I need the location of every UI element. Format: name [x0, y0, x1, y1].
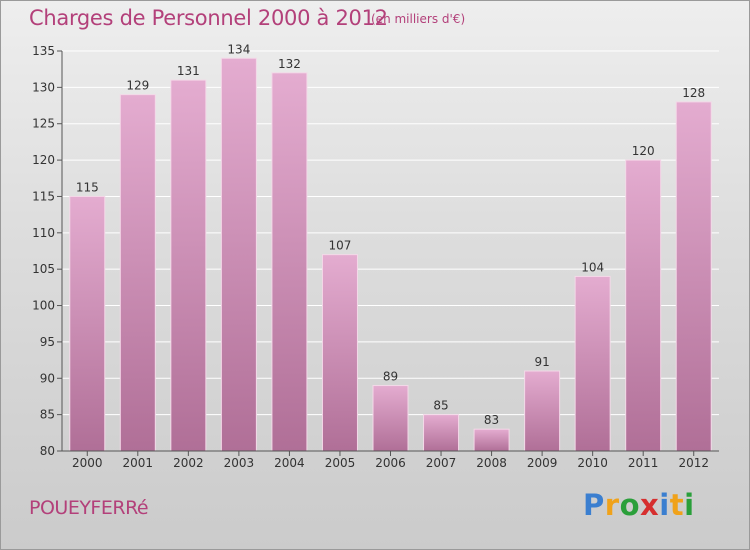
y-tick-label: 90: [40, 371, 55, 385]
x-tick-label: 2010: [577, 456, 608, 470]
value-label: 89: [383, 370, 398, 384]
value-label: 129: [126, 79, 149, 93]
bar-2010: [574, 275, 611, 452]
bar-2005: [321, 254, 358, 452]
x-tick-label: 2000: [72, 456, 103, 470]
bar-2011: [625, 159, 662, 452]
value-label: 83: [484, 413, 499, 427]
y-tick-label: 110: [32, 226, 55, 240]
x-tick-label: 2009: [527, 456, 558, 470]
bar-2012: [675, 101, 712, 452]
x-tick-label: 2004: [274, 456, 305, 470]
value-label: 120: [632, 144, 655, 158]
y-tick-label: 85: [40, 408, 55, 422]
x-tick-label: 2012: [678, 456, 709, 470]
x-tick-label: 2008: [476, 456, 507, 470]
bar-2002: [170, 79, 207, 452]
logo-letter: i: [684, 488, 695, 522]
commune-name: POUEYFERRé: [29, 497, 149, 519]
value-label: 134: [227, 42, 250, 56]
bar-2009: [524, 370, 561, 452]
value-label: 131: [177, 64, 200, 78]
y-tick-label: 130: [32, 80, 55, 94]
logo-letter: r: [604, 488, 620, 522]
value-label: 91: [534, 355, 549, 369]
bar-2000: [69, 195, 106, 452]
value-label: 104: [581, 260, 604, 274]
y-tick-label: 95: [40, 335, 55, 349]
bar-2001: [119, 94, 156, 452]
chart-title: Charges de Personnel 2000 à 2012: [29, 6, 388, 30]
logo-letter: i: [659, 488, 670, 522]
bars: [69, 57, 712, 452]
bar-2006: [372, 385, 409, 452]
y-tick-label: 105: [32, 262, 55, 276]
x-tick-label: 2007: [426, 456, 457, 470]
proxiti-logo[interactable]: Proxiti: [583, 488, 695, 522]
y-tick-label: 125: [32, 117, 55, 131]
axes: 80 85 90 95 100 105 110 115 120 125 130 135 2000 2001…: [32, 44, 719, 470]
x-tick-label: 2006: [375, 456, 406, 470]
value-label: 107: [329, 239, 352, 253]
value-label: 128: [682, 86, 705, 100]
value-labels: 115 129 131 134 132 107 89 85 83 91 104 120 128: [76, 42, 705, 427]
bar-2008: [473, 428, 510, 452]
y-tick-label: 135: [32, 44, 55, 58]
logo-letter: o: [619, 488, 641, 522]
y-tick-label: 80: [40, 444, 55, 458]
x-tick-label: 2003: [224, 456, 255, 470]
x-tick-label: 2002: [173, 456, 204, 470]
x-tick-label: 2001: [123, 456, 154, 470]
value-label: 115: [76, 180, 99, 194]
y-tick-label: 100: [32, 299, 55, 313]
value-label: 85: [433, 399, 448, 413]
logo-letter: x: [640, 488, 660, 522]
y-tick-label: 120: [32, 153, 55, 167]
bar-2003: [220, 57, 257, 452]
value-label: 132: [278, 57, 301, 71]
y-tick-label: 115: [32, 189, 55, 203]
bar-2007: [423, 414, 460, 452]
bar-2004: [271, 72, 308, 452]
x-tick-label: 2011: [628, 456, 659, 470]
logo-letter: t: [669, 488, 685, 522]
logo-letter: P: [583, 488, 605, 522]
chart-subtitle: (en milliers d'€): [371, 12, 466, 26]
x-tick-label: 2005: [325, 456, 356, 470]
